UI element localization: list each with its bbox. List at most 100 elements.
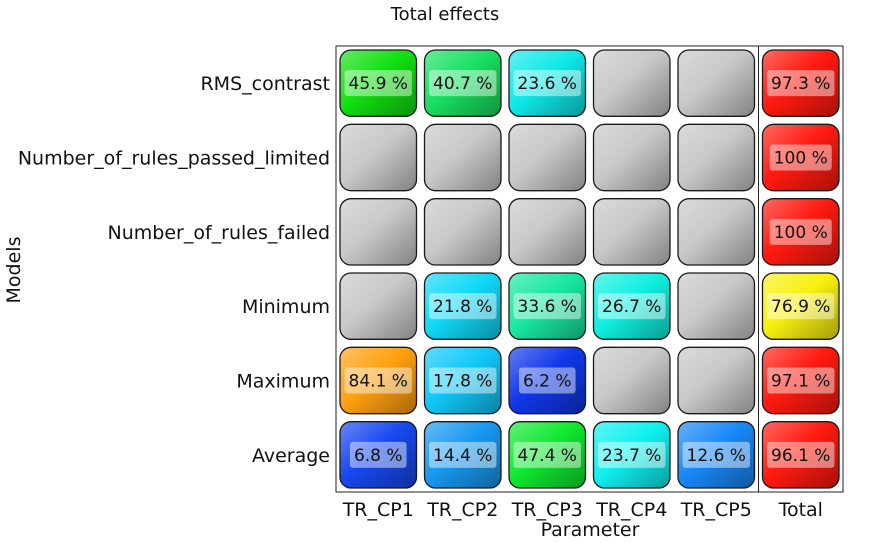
heatmap-cell: 14.4 % bbox=[423, 421, 502, 489]
heatmap-cell bbox=[677, 123, 756, 192]
column-tick-label: TR_CP1 bbox=[342, 499, 414, 521]
heatmap-cell bbox=[677, 198, 756, 266]
heatmap-cell: 23.6 % bbox=[508, 49, 587, 117]
heatmap-cell: 40.7 % bbox=[423, 49, 502, 117]
heatmap-cell-box bbox=[508, 421, 587, 489]
cell-label-bg bbox=[344, 70, 412, 97]
cell-label-bg bbox=[429, 367, 497, 394]
heatmap-cell-box bbox=[761, 123, 840, 192]
y-axis-label: Models bbox=[3, 237, 25, 304]
heatmap-cell bbox=[592, 49, 671, 117]
heatmap-cell: 6.8 % bbox=[339, 421, 418, 489]
column-tick-label: Total bbox=[778, 499, 823, 521]
heatmap-cell bbox=[339, 198, 418, 266]
cell-value-label: 45.9 % bbox=[349, 74, 408, 94]
cell-value-label: 100 % bbox=[774, 223, 828, 243]
heatmap-cell-box bbox=[508, 346, 587, 415]
heatmap-cell-box bbox=[508, 272, 587, 340]
cell-label-bg bbox=[767, 441, 835, 468]
chart-title: Total effects bbox=[390, 4, 500, 25]
row-tick-label: Number_of_rules_passed_limited bbox=[18, 148, 330, 170]
heatmap-cell: 17.8 % bbox=[423, 346, 502, 415]
heatmap-cell: 23.7 % bbox=[592, 421, 671, 489]
heatmap-cell-box bbox=[761, 421, 840, 489]
heatmap-cell-box bbox=[677, 49, 756, 117]
cell-label-bg bbox=[598, 441, 666, 468]
heatmap-cell: 76.9 % bbox=[761, 272, 840, 340]
cell-value-label: 6.2 % bbox=[523, 372, 572, 392]
cell-label-bg bbox=[518, 367, 576, 394]
heatmap-cell: 12.6 % bbox=[677, 421, 756, 489]
heatmap-cell-box bbox=[339, 272, 418, 340]
cell-value-label: 26.7 % bbox=[602, 297, 661, 317]
x-axis-label: Parameter bbox=[541, 519, 640, 541]
heatmap-cell-box bbox=[592, 123, 671, 192]
heatmap-cell bbox=[677, 272, 756, 340]
cell-label-bg bbox=[767, 293, 835, 320]
heatmap-cell: 6.2 % bbox=[508, 346, 587, 415]
heatmap-cell-box bbox=[423, 49, 502, 117]
heatmap-cell-box bbox=[592, 49, 671, 117]
cell-value-label: 97.1 % bbox=[771, 372, 830, 392]
heatmap-cell-box bbox=[677, 198, 756, 266]
heatmap-cell bbox=[339, 272, 418, 340]
cell-label-bg bbox=[513, 70, 581, 97]
heatmap-cell-box bbox=[423, 346, 502, 415]
heatmap-cell: 97.1 % bbox=[761, 346, 840, 415]
cell-label-bg bbox=[513, 441, 581, 468]
heatmap-cell-box bbox=[677, 123, 756, 192]
heatmap-cell bbox=[423, 123, 502, 192]
heatmap-cell bbox=[677, 49, 756, 117]
cell-value-label: 6.8 % bbox=[354, 446, 403, 466]
heatmap-cell-box bbox=[508, 49, 587, 117]
cell-value-label: 23.6 % bbox=[518, 74, 577, 94]
heatmap-cell-box bbox=[423, 272, 502, 340]
heatmap-cell-box bbox=[677, 421, 756, 489]
cell-value-label: 21.8 % bbox=[433, 297, 492, 317]
heatmap-cell: 33.6 % bbox=[508, 272, 587, 340]
cell-value-label: 12.6 % bbox=[687, 446, 746, 466]
cell-label-bg bbox=[429, 70, 497, 97]
cell-value-label: 40.7 % bbox=[433, 74, 492, 94]
heatmap-cell-box bbox=[761, 346, 840, 415]
heatmap-cell-box bbox=[508, 123, 587, 192]
cell-label-bg bbox=[769, 144, 832, 171]
heatmap-cell-box bbox=[592, 198, 671, 266]
heatmap-cell bbox=[677, 346, 756, 415]
cell-value-label: 14.4 % bbox=[433, 446, 492, 466]
heatmap-cell bbox=[508, 123, 587, 192]
cell-value-label: 97.3 % bbox=[771, 74, 830, 94]
heatmap-cell: 100 % bbox=[761, 198, 840, 266]
heatmap-cell bbox=[592, 346, 671, 415]
cell-label-bg bbox=[349, 441, 407, 468]
column-tick-label: TR_CP3 bbox=[511, 499, 583, 521]
heatmap-cell bbox=[592, 123, 671, 192]
heatmap-cell: 97.3 % bbox=[761, 49, 840, 117]
cell-label-bg bbox=[344, 367, 412, 394]
row-tick-label: Maximum bbox=[236, 371, 330, 393]
cell-label-bg bbox=[767, 70, 835, 97]
heatmap-cell-box bbox=[592, 421, 671, 489]
cell-value-label: 47.4 % bbox=[518, 446, 577, 466]
heatmap-cell bbox=[423, 198, 502, 266]
row-tick-label: Average bbox=[252, 445, 330, 467]
cell-label-bg bbox=[429, 293, 497, 320]
cell-value-label: 96.1 % bbox=[771, 446, 830, 466]
row-tick-label: Minimum bbox=[242, 296, 330, 318]
cell-label-bg bbox=[767, 367, 835, 394]
heatmap-cell: 45.9 % bbox=[339, 49, 418, 117]
heatmap-cell bbox=[592, 198, 671, 266]
cell-label-bg bbox=[429, 441, 497, 468]
cell-label-bg bbox=[598, 293, 666, 320]
heatmap-cell-box bbox=[339, 49, 418, 117]
heatmap-cell-box bbox=[423, 123, 502, 192]
heatmap-cell: 26.7 % bbox=[592, 272, 671, 340]
heatmap-cell-box bbox=[592, 346, 671, 415]
cell-label-bg bbox=[682, 441, 750, 468]
cell-value-label: 100 % bbox=[774, 149, 828, 169]
column-tick-label: TR_CP4 bbox=[595, 499, 667, 521]
cell-value-label: 23.7 % bbox=[602, 446, 661, 466]
heatmap-cell: 100 % bbox=[761, 123, 840, 192]
heatmap-cell-box bbox=[677, 272, 756, 340]
